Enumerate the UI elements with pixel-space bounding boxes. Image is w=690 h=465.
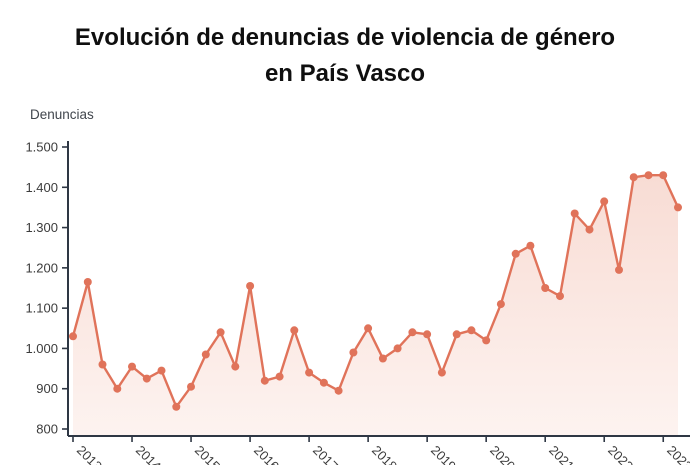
data-point	[98, 360, 107, 369]
data-point	[556, 292, 564, 301]
x-tick-label: 2017T1	[310, 443, 352, 465]
page-title-line2: en País Vasco	[264, 60, 426, 87]
page-title-line1: Evolución de denuncias de violencia de g…	[74, 24, 616, 51]
x-tick-label: 2019T1	[428, 443, 470, 465]
data-point	[393, 344, 402, 353]
data-point	[526, 241, 535, 250]
data-point	[142, 374, 151, 383]
data-point	[201, 350, 210, 359]
y-tick-label: 1.300	[25, 220, 58, 235]
data-point	[496, 300, 505, 309]
data-point	[319, 378, 328, 387]
y-tick-label: 1.100	[25, 301, 58, 316]
x-tick-label: 2013T1	[74, 443, 116, 465]
data-point	[541, 284, 550, 292]
x-tick-label: 2020T1	[487, 443, 529, 465]
data-point	[378, 354, 387, 363]
data-point	[216, 328, 225, 337]
data-point	[659, 171, 668, 180]
y-tick-label: 1.500	[25, 140, 58, 155]
data-point	[600, 197, 609, 206]
data-point	[467, 326, 476, 335]
x-tick-label: 2018T1	[369, 443, 411, 465]
y-axis-label: Denuncias	[30, 107, 94, 122]
data-point	[275, 372, 284, 381]
data-point	[113, 384, 122, 393]
x-tick-label: 2021T1	[546, 443, 588, 465]
y-tick-label: 1.400	[25, 180, 58, 195]
data-point	[452, 330, 461, 339]
page-title: Evolución de denuncias de violencia de g…	[0, 0, 690, 92]
x-tick-label: 2014T1	[133, 443, 175, 465]
data-point	[644, 171, 653, 180]
data-point	[246, 282, 255, 290]
data-point	[674, 203, 682, 212]
data-point	[482, 336, 491, 345]
chart-svg: 800 900 1.000 1.100 1.200 1.300 1.400 1.500 2013…	[25, 140, 690, 465]
data-point	[231, 362, 240, 371]
data-point	[290, 326, 299, 335]
area-fill	[73, 175, 678, 435]
data-point	[629, 173, 638, 182]
data-point	[585, 225, 594, 234]
data-point	[570, 209, 579, 218]
data-point	[305, 368, 314, 377]
x-tick-label: 2023T1	[664, 443, 690, 465]
chart-area: 800 900 1.000 1.100 1.200 1.300 1.400 1.500 2013…	[0, 135, 690, 465]
data-point	[334, 386, 343, 395]
x-tick-label: 2022T1	[605, 443, 647, 465]
data-point	[172, 402, 181, 411]
x-tick-label: 2015T1	[192, 443, 234, 465]
data-point	[511, 249, 520, 258]
y-tick-label: 900	[36, 381, 58, 396]
y-tick-label: 1.200	[25, 260, 58, 275]
data-point	[364, 324, 373, 333]
data-point	[69, 332, 77, 341]
data-point	[349, 348, 358, 357]
data-point	[408, 328, 417, 337]
y-tick-label: 1.000	[25, 341, 58, 356]
data-point	[260, 376, 269, 385]
x-tick-label: 2016T1	[251, 443, 293, 465]
data-point	[187, 382, 195, 391]
data-point	[83, 278, 92, 286]
data-point	[423, 330, 432, 339]
y-tick-label: 800	[36, 422, 58, 437]
data-point	[157, 366, 166, 375]
data-point	[615, 265, 623, 274]
data-point	[437, 368, 446, 377]
data-point	[128, 362, 136, 371]
